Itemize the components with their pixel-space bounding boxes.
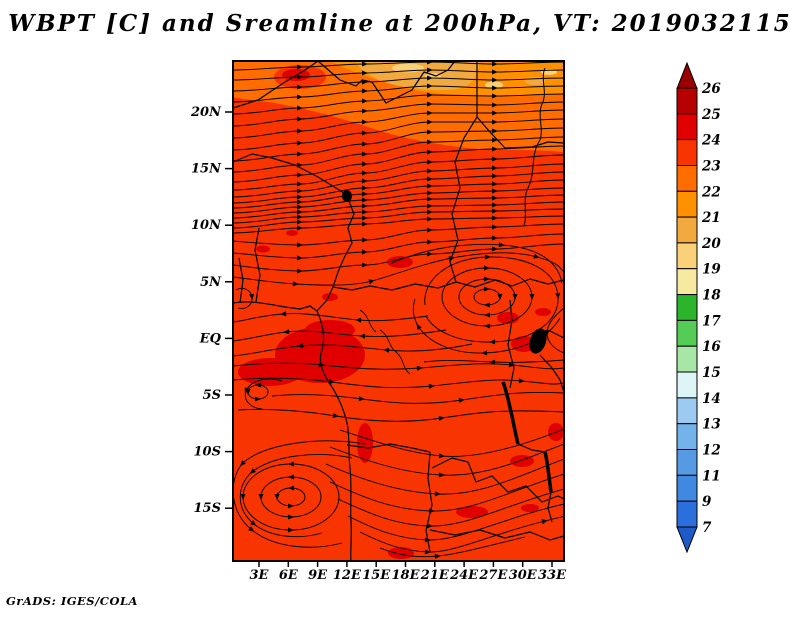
x-tick-label: 21E (420, 568, 450, 583)
x-axis-ticks (258, 561, 553, 567)
x-tick-label: 27E (478, 568, 508, 583)
map-frame (232, 60, 565, 562)
colorbar-segments (676, 87, 698, 528)
lake-malawi (543, 451, 553, 493)
x-tick-label: 30E (509, 568, 538, 583)
lake-tanganyika (501, 381, 520, 445)
y-tick-label: 20N (190, 105, 222, 120)
svg-text:22: 22 (701, 184, 721, 200)
x-tick-label: 15E (362, 568, 391, 583)
y-tick-label: 15S (194, 501, 221, 516)
svg-text:7: 7 (702, 520, 712, 536)
svg-text:20: 20 (701, 236, 721, 252)
y-tick-label: 10S (194, 445, 221, 460)
svg-text:12: 12 (702, 443, 721, 459)
y-tick-label: 10N (191, 218, 222, 233)
colorbar-arrow-top (676, 61, 698, 89)
x-tick-label: 3E (250, 568, 270, 583)
svg-text:24: 24 (701, 133, 721, 149)
colorbar: 26 25 24 23 22 21 20 19 18 17 16 15 14 1… (676, 61, 721, 554)
svg-text:17: 17 (702, 313, 721, 329)
x-tick-label: 9E (308, 568, 328, 583)
x-tick-label: 24E (449, 568, 479, 583)
colorbar-arrow-bottom (676, 526, 698, 554)
x-tick-label: 18E (392, 568, 421, 583)
y-tick-label: 5S (203, 388, 221, 403)
x-axis: 3E 6E 9E 12E 15E 18E 21E 24E 27E 30E 33E (250, 561, 567, 583)
svg-text:19: 19 (702, 262, 721, 278)
y-tick-label: EQ (199, 331, 222, 346)
y-axis-ticks (225, 111, 233, 509)
svg-text:21: 21 (701, 210, 721, 226)
map-plot-area: 20N 15N 10N 5N EQ 5S 10S 15S 3 (190, 60, 567, 583)
svg-text:16: 16 (702, 339, 721, 355)
svg-text:18: 18 (702, 288, 721, 304)
colorbar-labels: 26 25 24 23 22 21 20 19 18 17 16 15 14 1… (701, 81, 721, 536)
y-tick-label: 15N (191, 162, 222, 177)
grads-credit: GrADS: IGES/COLA (6, 594, 138, 608)
streamlines (233, 61, 564, 559)
y-tick-label: 5N (200, 275, 222, 290)
x-tick-label: 6E (279, 568, 299, 583)
x-tick-label: 33E (538, 568, 567, 583)
svg-text:14: 14 (702, 391, 721, 407)
x-tick-label: 12E (333, 568, 362, 583)
svg-text:15: 15 (702, 365, 721, 381)
svg-text:11: 11 (702, 468, 721, 484)
svg-text:25: 25 (701, 107, 721, 123)
svg-text:13: 13 (702, 417, 721, 433)
chart-title: WBPT [C] and Sreamline at 200hPa, VT: 20… (8, 10, 792, 37)
svg-text:9: 9 (702, 494, 712, 510)
svg-text:23: 23 (701, 159, 721, 175)
y-axis: 20N 15N 10N 5N EQ 5S 10S 15S (190, 105, 233, 516)
svg-text:26: 26 (701, 81, 721, 97)
